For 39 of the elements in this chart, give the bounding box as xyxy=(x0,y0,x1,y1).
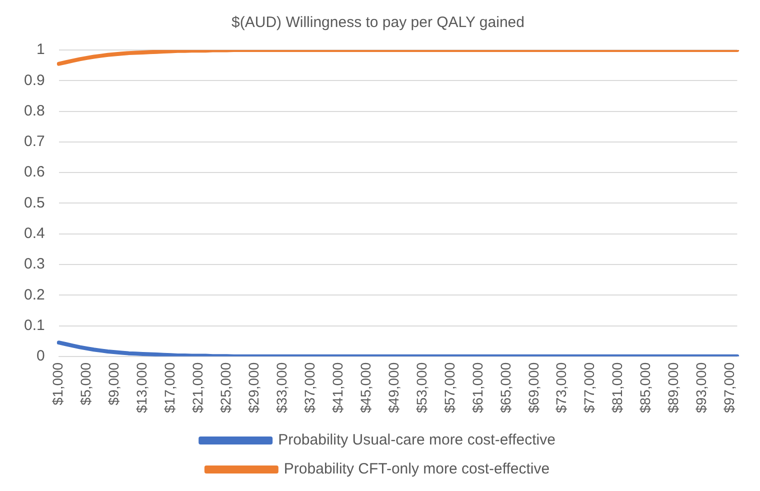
x-tick-label: $29,000 xyxy=(246,362,262,414)
x-tick-label: $49,000 xyxy=(385,362,402,414)
y-tick-label: 0.7 xyxy=(24,133,45,150)
legend-label: Probability Usual-care more cost-effective xyxy=(278,432,556,449)
y-tick-label: 0.2 xyxy=(24,286,45,304)
x-tick-label: $77,000 xyxy=(581,362,598,414)
y-tick-label: 0.5 xyxy=(24,194,45,212)
x-tick-label: $13,000 xyxy=(134,362,150,414)
x-tick-label: $93,000 xyxy=(693,362,710,414)
x-tick-label: $65,000 xyxy=(497,362,514,414)
y-tick-label: 0.6 xyxy=(24,164,45,181)
y-tick-label: 0.8 xyxy=(24,102,45,120)
x-tick-label: $81,000 xyxy=(609,362,626,414)
x-tick-label: $37,000 xyxy=(301,362,318,414)
y-tick-label: 0.4 xyxy=(24,224,45,242)
chart-title: $(AUD) Willingness to pay per QALY gained xyxy=(232,14,524,32)
x-tick-label: $85,000 xyxy=(637,362,654,414)
x-tick-label: $1,000 xyxy=(50,362,66,406)
x-tick-label: $25,000 xyxy=(218,362,234,414)
y-tick-label: 0.3 xyxy=(24,256,45,273)
x-tick-label: $21,000 xyxy=(190,362,206,414)
y-tick-label: 1 xyxy=(36,41,45,58)
x-tick-label: $69,000 xyxy=(525,362,542,414)
y-tick-label: 0.9 xyxy=(24,72,45,89)
x-tick-label: $97,000 xyxy=(721,362,738,414)
y-tick-label: 0.1 xyxy=(24,316,45,334)
x-tick-label: $89,000 xyxy=(665,362,682,414)
x-tick-label: $45,000 xyxy=(357,362,374,414)
x-tick-label: $53,000 xyxy=(413,362,430,414)
x-tick-label: $9,000 xyxy=(106,362,122,406)
x-tick-label: $33,000 xyxy=(273,362,290,414)
x-tick-label: $57,000 xyxy=(441,362,458,414)
x-tick-label: $17,000 xyxy=(162,362,178,414)
legend-label: Probability CFT-only more cost-effective xyxy=(284,460,550,478)
x-tick-label: $5,000 xyxy=(78,362,94,406)
x-tick-label: $41,000 xyxy=(329,362,346,414)
x-tick-label: $73,000 xyxy=(553,362,570,414)
y-tick-label: 0 xyxy=(36,348,45,365)
x-tick-label: $61,000 xyxy=(469,362,486,414)
